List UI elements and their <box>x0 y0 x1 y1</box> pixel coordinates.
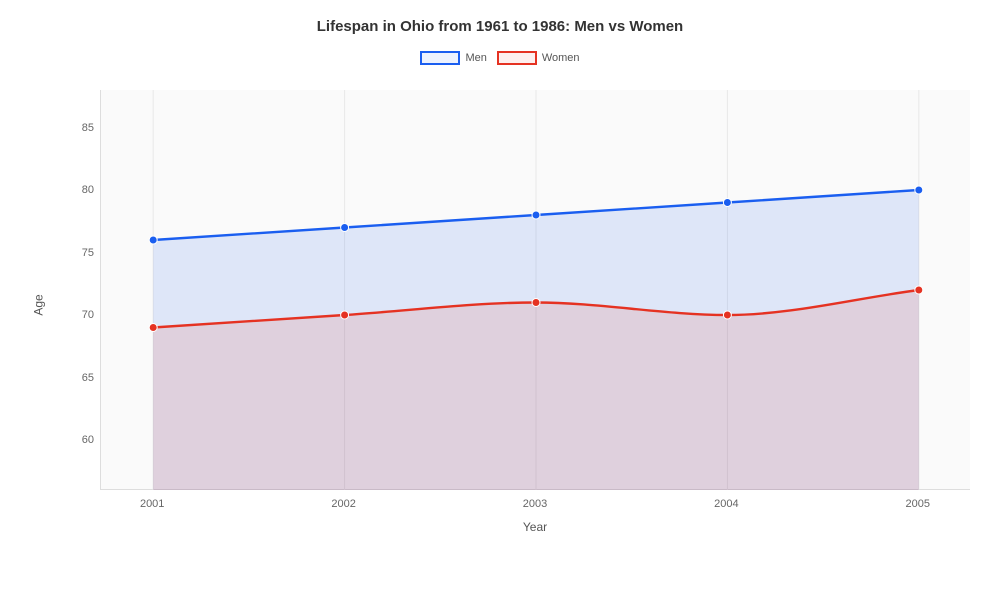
data-point[interactable] <box>532 299 540 307</box>
legend-item-men[interactable]: Men <box>420 51 486 65</box>
x-tick-label: 2002 <box>331 498 355 510</box>
plot-area <box>100 90 970 490</box>
plot-wrap: Age 606570758085 20012002200320042005 Ye… <box>60 90 970 520</box>
y-tick-label: 70 <box>60 309 94 321</box>
data-point[interactable] <box>341 311 349 319</box>
y-tick-label: 75 <box>60 247 94 259</box>
legend-item-women[interactable]: Women <box>497 51 580 65</box>
data-point[interactable] <box>532 211 540 219</box>
legend: Men Women <box>0 51 1000 65</box>
data-point[interactable] <box>723 199 731 207</box>
legend-swatch-men <box>420 51 460 65</box>
x-tick-label: 2001 <box>140 498 164 510</box>
legend-label-men: Men <box>465 52 486 64</box>
y-axis-label: Age <box>32 294 46 315</box>
x-axis-label: Year <box>485 520 585 534</box>
chart-title: Lifespan in Ohio from 1961 to 1986: Men … <box>0 0 1000 35</box>
data-point[interactable] <box>149 236 157 244</box>
data-point[interactable] <box>149 324 157 332</box>
data-point[interactable] <box>341 224 349 232</box>
plot-svg <box>101 90 971 490</box>
y-tick-label: 85 <box>60 122 94 134</box>
chart-container: Lifespan in Ohio from 1961 to 1986: Men … <box>0 0 1000 600</box>
data-point[interactable] <box>915 286 923 294</box>
x-tick-label: 2004 <box>714 498 738 510</box>
data-point[interactable] <box>915 186 923 194</box>
y-tick-label: 65 <box>60 372 94 384</box>
data-point[interactable] <box>723 311 731 319</box>
legend-label-women: Women <box>542 52 580 64</box>
y-tick-label: 80 <box>60 184 94 196</box>
x-tick-label: 2003 <box>523 498 547 510</box>
y-tick-label: 60 <box>60 434 94 446</box>
legend-swatch-women <box>497 51 537 65</box>
x-tick-label: 2005 <box>906 498 930 510</box>
